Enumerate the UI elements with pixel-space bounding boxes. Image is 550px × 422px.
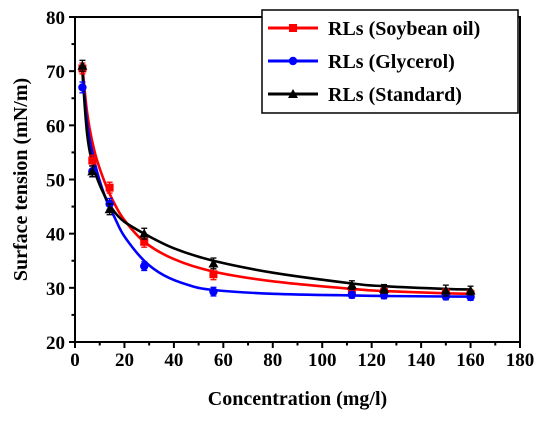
x-tick-label: 80 <box>263 350 282 371</box>
legend-marker-triangle <box>288 89 298 98</box>
x-tick-label: 40 <box>164 350 183 371</box>
data-point-triangle <box>104 204 115 214</box>
legend-marker-square <box>289 24 297 32</box>
legend: RLs (Soybean oil) RLs (Glycerol) RLs (Stan… <box>261 9 519 114</box>
data-point-square <box>347 286 356 295</box>
data-markers <box>77 59 476 302</box>
legend-marker-circle <box>288 56 298 66</box>
data-point-circle <box>347 290 357 300</box>
data-point-circle <box>78 83 87 92</box>
data-point-triangle <box>139 228 150 238</box>
data-point-triangle <box>465 285 476 295</box>
data-point-triangle <box>440 285 451 295</box>
data-point-square <box>88 156 97 165</box>
data-point-circle <box>140 261 149 271</box>
y-tick-label: 60 <box>46 116 65 137</box>
x-tick-label: 20 <box>115 350 134 371</box>
data-point-triangle <box>208 258 219 268</box>
x-tick-label: 140 <box>407 350 436 371</box>
data-point-triangle <box>77 60 88 70</box>
legend-label: RLs (Glycerol) <box>328 51 455 73</box>
data-point-square <box>105 183 114 192</box>
data-point-circle <box>209 287 218 296</box>
y-tick-label: 20 <box>46 333 65 354</box>
x-tick-label: 0 <box>70 350 80 371</box>
y-tick-label: 50 <box>46 171 65 192</box>
y-tick-label: 80 <box>46 8 65 29</box>
y-tick-label: 40 <box>46 225 65 246</box>
y-axis-title: Surface tension (mN/m) <box>10 78 32 281</box>
data-point-square <box>209 270 218 279</box>
y-tick-label: 30 <box>46 279 65 300</box>
x-tick-label: 120 <box>357 350 386 371</box>
x-tick-label: 60 <box>214 350 233 371</box>
legend-label: RLs (Standard) <box>328 84 462 106</box>
data-point-triangle <box>346 280 357 290</box>
fit-curve-square <box>81 64 472 296</box>
data-point-triangle <box>379 283 390 293</box>
data-point-triangle <box>87 166 98 176</box>
y-tick-label: 70 <box>46 62 65 83</box>
x-tick-label: 180 <box>506 350 535 371</box>
data-point-square <box>140 237 149 246</box>
x-axis-title: Concentration (mg/l) <box>208 388 387 410</box>
legend-label: RLs (Soybean oil) <box>328 18 480 40</box>
x-tick-label: 160 <box>456 350 485 371</box>
fit-curve-circle <box>81 69 472 298</box>
x-tick-label: 100 <box>308 350 337 371</box>
